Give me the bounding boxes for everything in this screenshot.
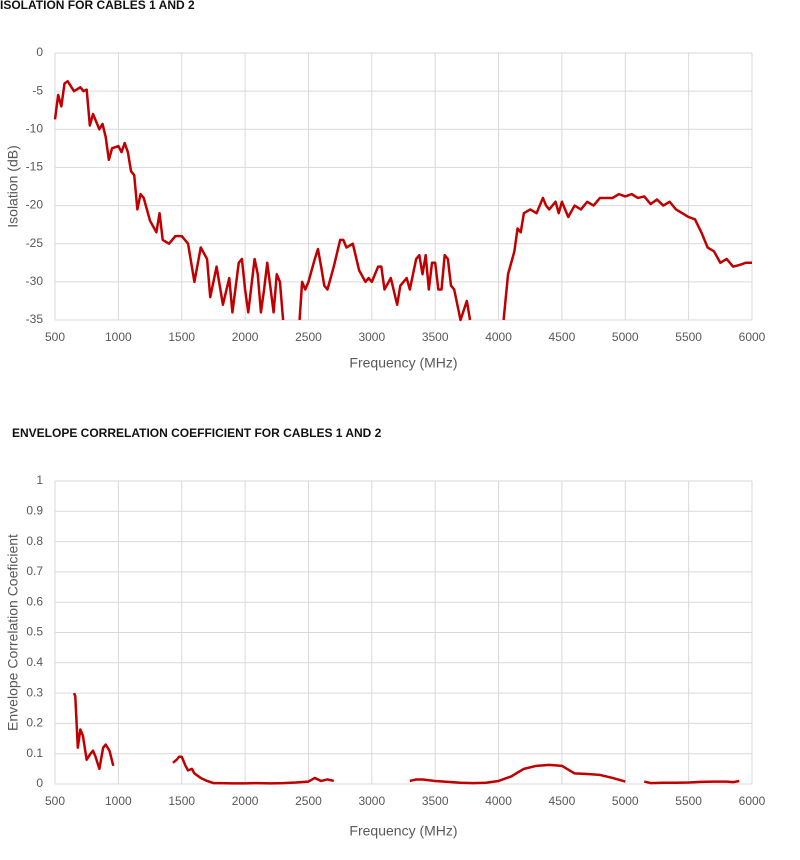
y-tick-label: -30 (26, 274, 44, 288)
y-tick-label: 0.2 (26, 716, 43, 730)
x-axis-title: Frequency (MHz) (349, 823, 457, 839)
y-tick-label: 0.9 (26, 503, 43, 517)
data-line (72, 692, 740, 785)
x-tick-label: 1500 (168, 330, 195, 344)
y-tick-label: -20 (26, 198, 44, 212)
x-tick-label: 2000 (232, 330, 259, 344)
x-tick-label: 1000 (105, 330, 132, 344)
x-tick-label: 5500 (675, 794, 702, 808)
x-tick-label: 5000 (612, 794, 639, 808)
y-tick-label: 0.8 (26, 534, 43, 548)
y-axis-title: Isolation (dB) (5, 145, 21, 227)
x-tick-label: 3000 (358, 330, 385, 344)
x-tick-label: 3500 (422, 330, 449, 344)
x-tick-label: 500 (45, 330, 65, 344)
y-tick-label: 0.1 (26, 746, 43, 760)
chart-title: ISOLATION FOR CABLES 1 AND 2 (0, 0, 195, 12)
y-tick-label: -35 (26, 312, 44, 326)
x-tick-label: 2500 (295, 794, 322, 808)
y-tick-label: -5 (32, 83, 43, 97)
chart-title: ENVELOPE CORRELATION COEFFICIENT FOR CAB… (12, 426, 382, 440)
y-tick-label: -25 (26, 236, 44, 250)
x-tick-label: 3500 (422, 794, 449, 808)
y-tick-label: 0.6 (26, 594, 43, 608)
data-line (53, 79, 752, 322)
x-tick-label: 4500 (549, 330, 576, 344)
x-tick-label: 4000 (485, 794, 512, 808)
x-tick-label: 2000 (232, 794, 259, 808)
y-tick-label: 0.5 (26, 625, 43, 639)
y-tick-label: -10 (26, 121, 44, 135)
x-tick-label: 1500 (168, 794, 195, 808)
y-axis-title: Envelope Correlation Coeficient (5, 534, 21, 731)
x-tick-label: 500 (45, 794, 65, 808)
y-tick-label: 0 (36, 45, 43, 59)
x-tick-label: 2500 (295, 330, 322, 344)
y-tick-label: 0.7 (26, 564, 43, 578)
y-tick-label: -15 (26, 160, 44, 174)
x-axis-title: Frequency (MHz) (349, 355, 457, 371)
y-tick-label: 0 (36, 776, 43, 790)
x-tick-label: 4500 (549, 794, 576, 808)
x-tick-label: 1000 (105, 794, 132, 808)
x-tick-label: 4000 (485, 330, 512, 344)
x-tick-label: 5500 (675, 330, 702, 344)
y-tick-label: 0.4 (26, 655, 43, 669)
x-tick-label: 6000 (739, 330, 766, 344)
y-tick-label: 1 (36, 473, 43, 487)
x-tick-label: 6000 (739, 794, 766, 808)
x-tick-label: 3000 (358, 794, 385, 808)
x-tick-label: 5000 (612, 330, 639, 344)
y-tick-label: 0.3 (26, 685, 43, 699)
